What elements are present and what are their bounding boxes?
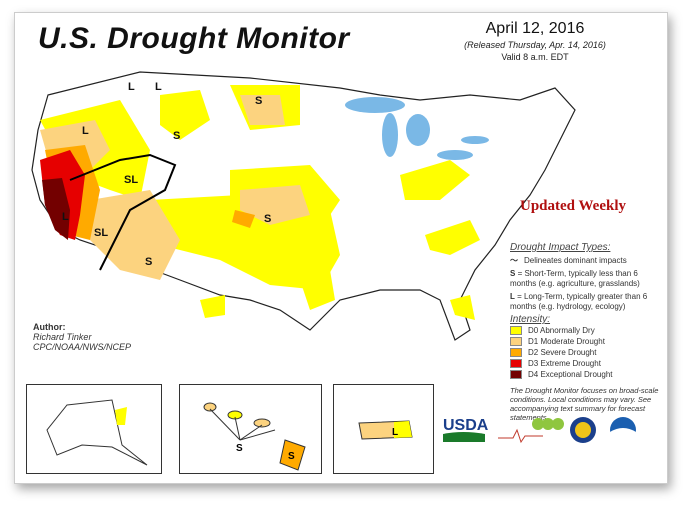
- swatch: [510, 326, 522, 336]
- d4-area: [42, 178, 70, 240]
- map-label: SL: [94, 227, 108, 239]
- release-date: (Released Thursday, Apr. 14, 2016): [464, 40, 606, 50]
- author-block: Author: Richard Tinker CPC/NOAA/NWS/NCEP: [33, 322, 131, 352]
- map-label: S: [145, 256, 152, 268]
- legend-label: D3 Extreme Drought: [528, 359, 601, 368]
- map-label: L: [128, 81, 135, 93]
- author-name: Richard Tinker: [33, 332, 92, 342]
- map-label: S: [173, 130, 180, 142]
- swatch: [510, 370, 522, 380]
- author-label: Author:: [33, 322, 66, 332]
- swatch: [510, 337, 522, 347]
- author-org: CPC/NOAA/NWS/NCEP: [33, 342, 132, 352]
- hawaii-inset: S S: [179, 384, 322, 474]
- puerto-rico-map: L: [358, 420, 413, 440]
- legend-label: D2 Severe Drought: [528, 348, 597, 357]
- ndmc-logo: [498, 418, 564, 444]
- swatch: [510, 359, 522, 369]
- map-label: S: [255, 95, 262, 107]
- map-label: L: [155, 81, 162, 93]
- map-date: April 12, 2016: [485, 20, 585, 37]
- alaska-inset: [26, 384, 162, 474]
- legend-d4: D4 Exceptional Drought: [510, 369, 660, 380]
- legend-d1: D1 Moderate Drought: [510, 336, 660, 347]
- map-label: S: [288, 451, 295, 462]
- legend-d3: D3 Extreme Drought: [510, 358, 660, 369]
- date-block: April 12, 2016 (Released Thursday, Apr. …: [450, 20, 620, 62]
- legend: Drought Impact Types: 〜 Delineates domina…: [510, 242, 660, 422]
- legend-d0: D0 Abnormally Dry: [510, 325, 660, 336]
- valid-time: Valid 8 a.m. EDT: [501, 52, 569, 62]
- swatch: [510, 348, 522, 358]
- map-label: L: [62, 211, 69, 223]
- legend-label: D1 Moderate Drought: [528, 337, 605, 346]
- delineation-text: Delineates dominant impacts: [524, 256, 627, 265]
- puerto-rico-inset: L: [333, 384, 434, 474]
- noaa-logo: [610, 417, 636, 445]
- usda-logo: USDA: [443, 417, 489, 442]
- map-label: L: [392, 427, 398, 438]
- legend-d2: D2 Severe Drought: [510, 347, 660, 358]
- legend-label: D4 Exceptional Drought: [528, 370, 613, 379]
- squiggle-line-icon: 〜: [510, 256, 518, 265]
- agency-logos: USDA: [443, 412, 643, 448]
- alaska-map: [46, 399, 148, 466]
- s-key: S: [510, 269, 516, 278]
- map-label: S: [236, 443, 243, 454]
- s-text: = Short-Term, typically less than 6 mont…: [510, 269, 640, 288]
- short-term-key: S = Short-Term, typically less than 6 mo…: [510, 269, 660, 289]
- intensity-title: Intensity:: [510, 314, 551, 325]
- map-label: SL: [124, 174, 138, 186]
- impact-types-title: Drought Impact Types:: [510, 242, 611, 253]
- great-lakes: [345, 97, 489, 160]
- commerce-seal-logo: [570, 417, 596, 443]
- d1-areas: [40, 95, 310, 280]
- l-text: = Long-Term, typically greater than 6 mo…: [510, 292, 648, 311]
- updated-weekly-banner: Updated Weekly: [520, 198, 626, 214]
- map-label: L: [82, 125, 89, 137]
- disclaimer-note: The Drought Monitor focuses on broad-sca…: [510, 386, 659, 422]
- legend-label: D0 Abnormally Dry: [528, 326, 595, 335]
- hawaii-map: S S: [203, 402, 306, 471]
- svg-text:USDA: USDA: [443, 417, 489, 434]
- long-term-key: L = Long-Term, typically greater than 6 …: [510, 292, 660, 312]
- l-key: L: [510, 292, 515, 301]
- delineation-key: 〜 Delineates dominant impacts: [510, 256, 660, 266]
- map-label: S: [264, 213, 271, 225]
- page-title: U.S. Drought Monitor: [38, 22, 350, 55]
- impact-delineation-line: [69, 153, 177, 271]
